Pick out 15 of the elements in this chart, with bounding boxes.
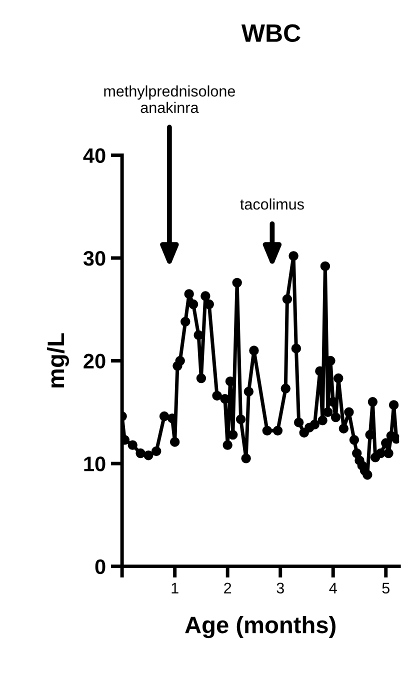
y-axis-title: mg/L bbox=[46, 333, 70, 388]
y-tick-label: 20 bbox=[84, 354, 106, 369]
x-tick-label: 2 bbox=[224, 582, 232, 594]
x-tick-label: 3 bbox=[276, 582, 284, 594]
y-tick-label: 10 bbox=[84, 456, 106, 472]
y-tick-label: 0 bbox=[95, 559, 106, 574]
annotation: tacolimus bbox=[240, 198, 304, 210]
x-tick-label: 1 bbox=[172, 582, 178, 594]
x-tick-label: 4 bbox=[329, 582, 337, 594]
x-tick-label: 5 bbox=[382, 582, 390, 594]
y-tick-label: 30 bbox=[83, 251, 106, 266]
text: methylprednisolone anakinra bbox=[104, 85, 236, 114]
y-tick-label: 40 bbox=[83, 148, 106, 164]
chart-title: WBC bbox=[241, 24, 300, 42]
x-axis-title: Age (months) bbox=[185, 616, 336, 638]
